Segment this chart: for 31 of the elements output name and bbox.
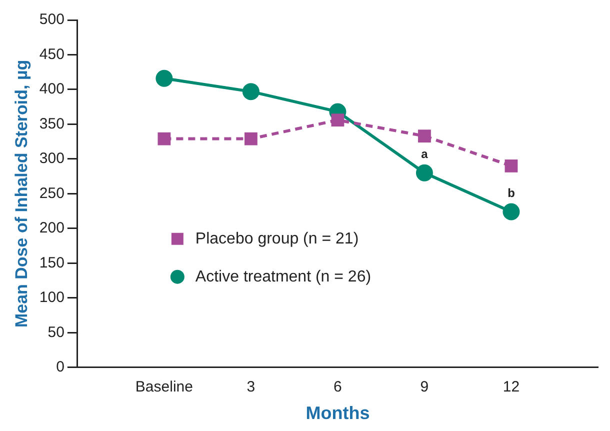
- annotation: a: [421, 147, 428, 162]
- x-tick-label: 6: [334, 378, 342, 396]
- y-tick-label: 100: [39, 289, 64, 306]
- point: [244, 132, 258, 146]
- y-tick-label: 50: [48, 324, 64, 341]
- x-tick-label: Baseline: [135, 378, 193, 396]
- point: [242, 83, 260, 100]
- y-tick-label: 0: [56, 358, 64, 376]
- y-tick-label: 400: [39, 80, 64, 98]
- y-tick-label: 300: [39, 150, 64, 168]
- point: [504, 159, 518, 172]
- legend-label: Placebo group (n = 21): [195, 230, 359, 248]
- legend-label: Active treatment (n = 26): [195, 268, 372, 286]
- point: [158, 132, 171, 146]
- y-tick-label: 150: [39, 254, 64, 272]
- y-tick-label: 250: [39, 184, 64, 202]
- annotation: b: [508, 186, 515, 200]
- y-tick-label: 500: [39, 11, 64, 28]
- x-tick-label: 12: [502, 378, 520, 396]
- point: [418, 130, 431, 142]
- point: [416, 164, 433, 182]
- y-axis-title: Mean Dose of Inhaled Steroid, µg: [12, 60, 31, 328]
- point: [502, 203, 520, 220]
- y-tick-label: 350: [39, 115, 64, 132]
- y-tick-label: 450: [39, 46, 64, 63]
- point: [156, 70, 173, 87]
- y-tick-label: 200: [39, 220, 64, 237]
- x-tick-label: 3: [246, 378, 256, 396]
- point: [331, 114, 344, 126]
- x-axis-title: Months: [306, 403, 370, 424]
- x-tick-label: 9: [420, 378, 429, 396]
